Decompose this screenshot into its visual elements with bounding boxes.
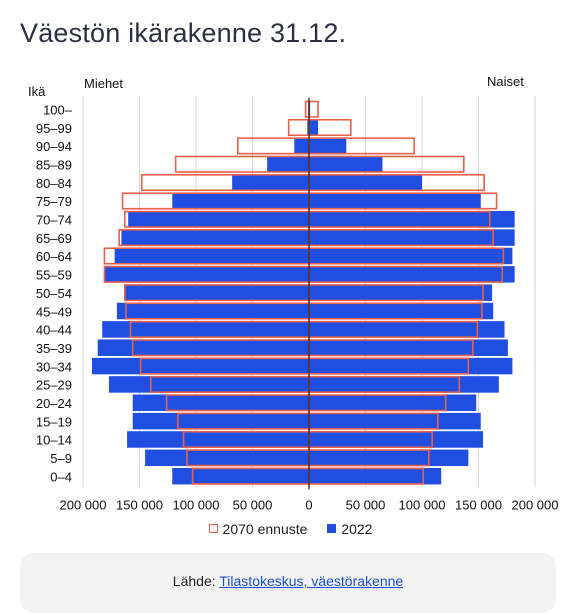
age-group-label: 95–99 xyxy=(36,121,72,136)
age-group-label: 100– xyxy=(43,102,73,117)
age-group-label: 5–9 xyxy=(50,451,72,466)
age-group-label: 65–69 xyxy=(36,231,72,246)
bar-2022-men[interactable] xyxy=(133,395,309,412)
bar-2022-women[interactable] xyxy=(309,284,492,301)
bar-2022-men[interactable] xyxy=(133,413,309,430)
bar-2022-men[interactable] xyxy=(128,211,309,228)
bar-2022-men[interactable] xyxy=(92,358,309,375)
bar-2022-men[interactable] xyxy=(102,321,309,338)
bar-2022-men[interactable] xyxy=(117,303,309,320)
age-axis-label: Ikä xyxy=(28,84,46,99)
bar-2022-men[interactable] xyxy=(232,174,309,191)
bar-2022-women[interactable] xyxy=(309,468,441,485)
bar-2022-men[interactable] xyxy=(121,229,309,246)
bar-2022-men[interactable] xyxy=(115,248,309,265)
legend-item-2070[interactable]: 2070 ennuste xyxy=(209,521,308,537)
age-group-label: 20–24 xyxy=(36,396,72,411)
x-tick-label: 100 000 xyxy=(399,497,446,512)
age-group-label: 10–14 xyxy=(36,433,72,448)
bar-2070-men[interactable] xyxy=(289,120,309,135)
bar-2022-men[interactable] xyxy=(109,376,309,393)
x-tick-label: 100 000 xyxy=(173,497,220,512)
bar-2022-women[interactable] xyxy=(309,156,382,173)
bar-2022-men[interactable] xyxy=(172,193,309,210)
bar-2022-women[interactable] xyxy=(309,211,515,228)
age-group-label: 45–49 xyxy=(36,304,72,319)
bar-2022-women[interactable] xyxy=(309,119,318,135)
bar-2022-women[interactable] xyxy=(309,303,493,320)
bar-2022-women[interactable] xyxy=(309,376,499,393)
age-group-label: 75–79 xyxy=(36,194,72,209)
bar-2022-women[interactable] xyxy=(309,266,515,283)
bar-2022-women[interactable] xyxy=(309,395,476,412)
age-group-label: 35–39 xyxy=(36,341,72,356)
legend-label-2022: 2022 xyxy=(341,521,372,537)
x-tick-label: 0 xyxy=(305,497,312,512)
bar-2022-women[interactable] xyxy=(309,138,346,155)
age-group-label: 85–89 xyxy=(36,157,72,172)
bar-2022-women[interactable] xyxy=(309,229,515,246)
bar-2022-women[interactable] xyxy=(309,193,481,210)
bar-2022-women[interactable] xyxy=(309,248,512,265)
x-tick-label: 200 000 xyxy=(60,497,107,512)
age-group-label: 40–44 xyxy=(36,323,72,338)
age-group-label: 30–34 xyxy=(36,359,72,374)
source-box: Lähde: Tilastokeskus, väestörakenne xyxy=(20,553,556,613)
age-group-label: 80–84 xyxy=(36,176,72,191)
bar-2022-women[interactable] xyxy=(309,358,512,375)
age-group-label: 70–74 xyxy=(36,213,72,228)
men-label: Miehet xyxy=(84,76,123,91)
bar-2022-men[interactable] xyxy=(104,266,309,283)
bar-2022-women[interactable] xyxy=(309,339,508,356)
bar-2022-men[interactable] xyxy=(294,138,309,155)
age-group-label: 0–4 xyxy=(50,469,72,484)
age-group-label: 25–29 xyxy=(36,378,72,393)
bar-2022-men[interactable] xyxy=(98,339,309,356)
legend-item-2022[interactable]: 2022 xyxy=(327,521,372,537)
legend-label-2070: 2070 ennuste xyxy=(223,521,308,537)
age-group-label: 50–54 xyxy=(36,286,72,301)
age-group-label: 55–59 xyxy=(36,268,72,283)
source-prefix: Lähde: xyxy=(173,573,219,589)
bar-2022-men[interactable] xyxy=(267,156,309,173)
bar-2070-women[interactable] xyxy=(309,101,318,117)
legend: 2070 ennuste 2022 xyxy=(0,520,581,537)
source-link[interactable]: Tilastokeskus, väestörakenne xyxy=(219,573,403,589)
age-group-label: 60–64 xyxy=(36,249,72,264)
women-label: Naiset xyxy=(487,74,524,89)
x-tick-label: 150 000 xyxy=(116,497,163,512)
bar-2022-men[interactable] xyxy=(125,284,309,301)
bar-2022-women[interactable] xyxy=(309,321,504,338)
bar-2022-women[interactable] xyxy=(309,431,483,448)
legend-swatch-2070 xyxy=(209,524,218,533)
bar-2022-women[interactable] xyxy=(309,450,468,467)
x-tick-label: 150 000 xyxy=(455,497,502,512)
bar-2022-women[interactable] xyxy=(309,174,422,191)
x-tick-label: 50 000 xyxy=(233,497,273,512)
age-group-label: 15–19 xyxy=(36,414,72,429)
x-tick-label: 50 000 xyxy=(346,497,386,512)
population-pyramid-chart: Ikä Miehet Naiset 100– 95–99 90–94 85–89 80–84 7… xyxy=(0,0,581,520)
bar-2022-men[interactable] xyxy=(127,431,309,448)
legend-swatch-2022 xyxy=(327,524,336,533)
bar-2022-men[interactable] xyxy=(145,450,309,467)
bar-2022-women[interactable] xyxy=(309,413,481,430)
age-group-label: 90–94 xyxy=(36,139,72,154)
x-tick-label: 200 000 xyxy=(512,497,559,512)
